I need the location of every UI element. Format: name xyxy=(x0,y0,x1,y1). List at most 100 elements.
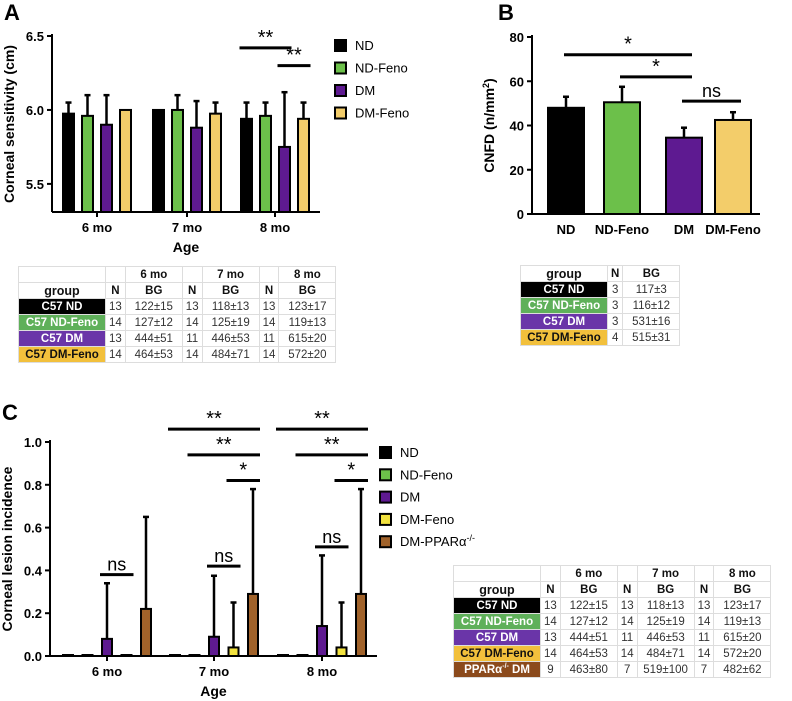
y-tick-label: 0.0 xyxy=(24,649,42,664)
significance-label: ** xyxy=(314,408,330,430)
n-value: 7 xyxy=(693,661,715,678)
bar xyxy=(62,654,74,657)
bg-value: 118±13 xyxy=(201,298,260,315)
n-value: 13 xyxy=(181,298,203,315)
y-tick-label: 0.2 xyxy=(24,606,42,621)
n-value: 11 xyxy=(181,330,203,347)
n-value: 14 xyxy=(105,314,126,331)
y-tick-label: 60 xyxy=(510,74,524,89)
legend-label: ND-Feno xyxy=(355,61,408,76)
bg-value: 123±17 xyxy=(713,597,772,614)
bg-value: 446±53 xyxy=(636,629,695,646)
group-cell: C57 DM xyxy=(520,313,608,330)
panel-label-c: C xyxy=(2,400,18,425)
significance-label: ** xyxy=(258,27,274,49)
y-tick-label: 6.5 xyxy=(26,29,44,44)
n-value: 13 xyxy=(616,597,638,614)
table-row: C57 ND-Feno 3 116±12 xyxy=(520,297,681,314)
bg-header: BG xyxy=(124,282,183,299)
table-row: C57 ND-Feno 14 127±12 14 125±19 14 119±13 xyxy=(453,613,772,630)
bar xyxy=(140,607,152,657)
group-cell: C57 ND xyxy=(18,298,106,315)
bg-value: 444±51 xyxy=(124,330,183,347)
n-value: 14 xyxy=(105,346,126,363)
x-tick-label: 6 mo xyxy=(92,664,122,679)
y-tick-label: 0.4 xyxy=(24,563,43,578)
y-axis-label: CNFD (n/mm2) xyxy=(481,78,497,172)
bg-value: 127±12 xyxy=(124,314,183,331)
n-value: 13 xyxy=(105,330,126,347)
bar xyxy=(120,654,133,657)
n-header: N xyxy=(616,581,638,598)
table-row: C57 DM-Feno 14 464±53 14 484±71 14 572±20 xyxy=(18,346,337,363)
n-value: 4 xyxy=(606,329,624,346)
bar xyxy=(316,625,328,657)
bg-value: 125±19 xyxy=(636,613,695,630)
table-row: PPARα-/- DM 9 463±80 7 519±100 7 482±62 xyxy=(453,661,772,678)
significance-label: ** xyxy=(324,434,340,456)
blood-glucose-table-c: 6 mo 7 mo 8 mo group N BG N BG N BG C57 ND 13 122±15… xyxy=(453,565,772,678)
n-header: N xyxy=(181,282,203,299)
bg-header: BG xyxy=(201,282,260,299)
bg-value: 122±15 xyxy=(124,298,183,315)
n-value: 14 xyxy=(616,613,638,630)
n-value: 14 xyxy=(258,314,280,331)
bar xyxy=(209,112,222,213)
bg-header: BG xyxy=(559,581,618,598)
legend-swatch xyxy=(334,39,347,52)
n-value: 13 xyxy=(693,597,715,614)
month-header: 6 mo xyxy=(559,565,618,582)
blank-cell xyxy=(693,565,715,582)
legend-swatch xyxy=(379,468,392,482)
table-row: C57 ND 13 122±15 13 118±13 13 123±17 xyxy=(453,597,772,614)
n-value: 13 xyxy=(540,597,561,614)
group-cell: C57 ND-Feno xyxy=(18,314,106,331)
blank-cell xyxy=(540,565,561,582)
bar xyxy=(297,117,310,213)
x-tick-label: 8 mo xyxy=(260,220,290,235)
legend-swatch xyxy=(379,512,392,526)
n-value: 14 xyxy=(181,346,203,363)
legend-label: DM xyxy=(355,83,375,98)
n-value: 3 xyxy=(606,281,624,298)
y-tick-label: 0 xyxy=(517,207,524,222)
y-tick-label: 6.0 xyxy=(26,103,44,118)
table-row: C57 DM 13 444±51 11 446±53 11 615±20 xyxy=(453,629,772,646)
group-cell: C57 ND-Feno xyxy=(453,613,541,630)
x-tick-label: DM xyxy=(674,222,694,237)
n-value: 3 xyxy=(606,297,624,314)
n-value: 14 xyxy=(181,314,203,331)
bg-header: BG xyxy=(636,581,695,598)
month-header: 6 mo xyxy=(124,266,183,283)
table-row: C57 DM 13 444±51 11 446±53 11 615±20 xyxy=(18,330,337,347)
significance-label: * xyxy=(652,56,660,78)
bg-value: 464±53 xyxy=(559,645,618,662)
significance-label: ns xyxy=(107,555,126,575)
n-value: 13 xyxy=(540,629,561,646)
bg-value: 444±51 xyxy=(559,629,618,646)
legend-label: DM-Feno xyxy=(400,512,454,527)
bg-value: 118±13 xyxy=(636,597,695,614)
bar xyxy=(296,654,309,657)
bg-value: 446±53 xyxy=(201,330,260,347)
y-tick-label: 1.0 xyxy=(24,435,42,450)
significance-label: * xyxy=(239,460,247,482)
bg-value: 484±71 xyxy=(201,346,260,363)
significance-label: * xyxy=(347,460,355,482)
legend-swatch xyxy=(334,84,347,97)
n-value: 7 xyxy=(616,661,638,678)
bar xyxy=(81,654,94,657)
legend-label: ND xyxy=(400,445,419,460)
bar xyxy=(259,114,272,213)
bg-value: 127±12 xyxy=(559,613,618,630)
bg-value: 116±12 xyxy=(622,297,681,314)
bar xyxy=(227,646,240,658)
bg-value: 572±20 xyxy=(278,346,337,363)
group-cell: C57 ND xyxy=(520,281,608,298)
bar xyxy=(119,108,132,213)
group-cell: C57 DM-Feno xyxy=(18,346,106,363)
significance-label: ** xyxy=(286,45,302,67)
bg-header: BG xyxy=(622,265,681,282)
legend-swatch xyxy=(379,490,392,504)
bar xyxy=(152,108,165,213)
